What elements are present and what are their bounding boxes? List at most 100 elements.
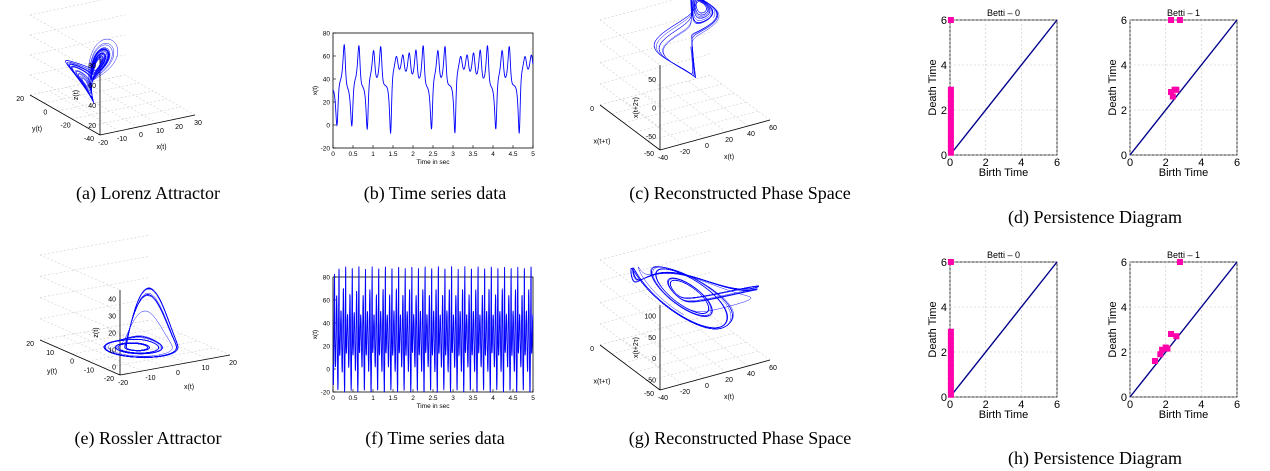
grid-line <box>599 19 661 66</box>
x-tick-label: 1.5 <box>388 151 397 158</box>
grid-line <box>647 110 759 142</box>
panel-title: Betti – 1 <box>1167 8 1200 18</box>
y-axis-label: Death Time <box>927 59 939 115</box>
y-tick-label: -10 <box>84 367 94 374</box>
persistence-point <box>947 259 954 265</box>
grid-line <box>599 323 661 369</box>
z-tick-label: 50 <box>648 335 656 342</box>
grid-line <box>599 41 661 87</box>
z-tick-label: -50 <box>646 377 656 384</box>
grid-line <box>39 298 151 320</box>
x-tick-label: 4 <box>491 395 495 402</box>
diagonal-line <box>1129 19 1238 156</box>
persistence-point <box>947 378 954 385</box>
x-tick-label: 20 <box>229 360 237 367</box>
y-axis-label: y(t) <box>47 369 57 376</box>
x-tick-label: 2 <box>411 151 415 158</box>
grid-line <box>86 82 158 124</box>
persistence-point <box>947 355 954 362</box>
x-tick-label: 4 <box>1198 157 1204 169</box>
x-axis-label: x(t) <box>156 144 166 151</box>
grid-line <box>599 302 661 348</box>
persistence-point <box>1168 17 1175 23</box>
x-tick-label: 2 <box>983 157 989 169</box>
grid-line <box>29 54 101 96</box>
x-axis-label: Birth Time <box>1159 409 1209 421</box>
y-tick-label: -20 <box>321 146 331 153</box>
x-tick-label: 1 <box>371 151 375 158</box>
x-tick-label: 0.5 <box>348 395 357 402</box>
grid-line <box>599 314 711 346</box>
grid-line <box>61 335 143 372</box>
x-tick-label: 40 <box>747 131 755 138</box>
z-tick-label: 60 <box>88 83 96 90</box>
x-tick-label: 6 <box>1054 399 1060 411</box>
persistence-point <box>947 86 954 93</box>
grid-line <box>599 281 661 327</box>
persistence-point <box>1151 358 1158 364</box>
grid-line <box>599 272 711 303</box>
y-tick-label: 2 <box>941 347 947 359</box>
persistence-point <box>947 328 954 335</box>
x-tick-label: 0.5 <box>348 151 357 158</box>
persistence-point <box>947 342 954 349</box>
y-tick-label: 60 <box>323 54 331 61</box>
caption-c: (c) Reconstructed Phase Space <box>629 183 851 203</box>
grid-line <box>39 275 121 312</box>
grid-line <box>621 338 683 385</box>
z-tick-label: 20 <box>88 123 96 130</box>
y-tick-label: 80 <box>323 275 331 282</box>
persistence-point <box>947 364 954 371</box>
y-axis-label: x(t+τ) <box>594 379 611 386</box>
persistence-point <box>1168 331 1175 337</box>
persistence-point <box>947 360 954 367</box>
persistence-point <box>1164 345 1171 352</box>
y-tick-label: 10 <box>46 350 54 357</box>
z-tick-label: -50 <box>646 134 656 141</box>
y-tick-label: -20 <box>104 376 114 383</box>
grid-line <box>599 83 661 129</box>
x-tick-label: 40 <box>747 371 755 378</box>
x-tick-label: 2 <box>411 395 415 402</box>
grid-line <box>105 327 187 364</box>
grid-line <box>71 333 183 355</box>
grid-line <box>29 74 126 96</box>
grid-line <box>105 78 177 120</box>
y-tick-label: 0 <box>941 392 947 404</box>
y-axis-label: Death Time <box>927 301 939 357</box>
grid-line <box>67 86 139 128</box>
x-tick-label: -40 <box>658 155 668 162</box>
grid-line <box>87 340 199 362</box>
persistence-d-1: 00 2 2 4 4 6 6 Betti – 1 Birth Time Death Time <box>1107 8 1240 179</box>
x-tick-label: 0 <box>1127 399 1133 411</box>
y-tick-label: 4 <box>941 302 947 314</box>
persistence-point <box>947 136 954 143</box>
plot-e: -20 -10 0 10 20 20 10 0 -10 -20 0 10 20 30 40 x(t) y(t) z… <box>26 234 237 391</box>
plot-g: -40 -20 0 20 40 60 0 -50 -50 0 50 100 x(t) x(t+τ) x(t+… <box>590 229 777 402</box>
x-tick-label: 6 <box>1234 399 1240 411</box>
persistence-point <box>947 127 954 134</box>
z-axis-label: x(t+2τ) <box>633 97 640 118</box>
x-tick-label: 4 <box>1198 399 1204 411</box>
y-tick-label: 80 <box>323 31 331 38</box>
z-tick-label: 30 <box>108 314 116 321</box>
persistence-point <box>947 391 954 398</box>
grid-line <box>635 101 747 133</box>
series-trajectory <box>653 0 720 79</box>
grid-line <box>103 347 215 369</box>
caption-h: (h) Persistence Diagram <box>1008 448 1182 468</box>
z-axis-label: z(t) <box>93 327 100 337</box>
x-tick-label: 3.5 <box>468 151 477 158</box>
x-tick-label: 0 <box>705 383 709 390</box>
grid-line <box>29 34 101 76</box>
persistence-point <box>947 373 954 380</box>
axis-line <box>119 354 231 376</box>
x-tick-label: 3.5 <box>468 395 477 402</box>
panel-title: Betti – 1 <box>1167 250 1200 260</box>
grid-line <box>39 255 151 277</box>
x-tick-label: -10 <box>145 375 155 382</box>
persistence-point <box>947 149 954 156</box>
